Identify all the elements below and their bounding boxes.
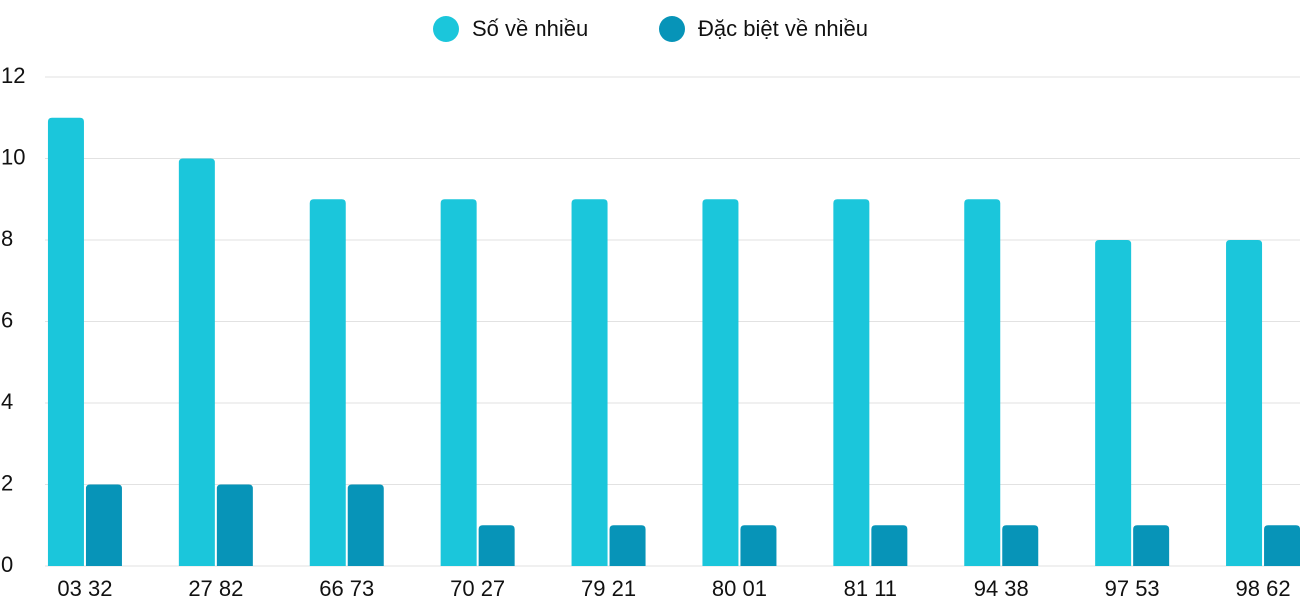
- x-tick-label: 94 38: [974, 576, 1029, 600]
- bar: [1002, 525, 1039, 566]
- bar: [1264, 525, 1300, 566]
- legend-marker: [433, 16, 459, 42]
- bar: [216, 484, 253, 566]
- bar: [833, 199, 870, 566]
- bar: [571, 199, 608, 566]
- x-tick-label: 97 53: [1105, 576, 1160, 600]
- y-tick-label: 10: [1, 144, 25, 169]
- bar: [47, 117, 84, 566]
- bar: [478, 525, 515, 566]
- bar: [609, 525, 646, 566]
- bar: [85, 484, 122, 566]
- y-tick-label: 6: [1, 307, 13, 332]
- x-tick-label: 03 32: [57, 576, 112, 600]
- bar: [1133, 525, 1170, 566]
- y-tick-label: 8: [1, 226, 13, 251]
- bar: [740, 525, 777, 566]
- bar: [178, 158, 215, 566]
- bar: [347, 484, 384, 566]
- y-tick-label: 2: [1, 470, 13, 495]
- bar: [871, 525, 908, 566]
- x-tick-label: 98 62: [1236, 576, 1291, 600]
- y-tick-label: 0: [1, 552, 13, 577]
- bar: [1226, 240, 1263, 566]
- legend-label: Số về nhiều: [472, 16, 588, 41]
- x-tick-label: 79 21: [581, 576, 636, 600]
- bar: [702, 199, 739, 566]
- legend-label: Đặc biệt về nhiều: [698, 16, 868, 41]
- bar: [1095, 240, 1132, 566]
- bar: [309, 199, 346, 566]
- bar: [440, 199, 477, 566]
- bar: [964, 199, 1001, 566]
- x-tick-label: 70 27: [450, 576, 505, 600]
- y-tick-label: 4: [1, 389, 13, 414]
- x-tick-label: 81 11: [844, 576, 897, 600]
- x-tick-label: 80 01: [712, 576, 767, 600]
- x-tick-label: 66 73: [319, 576, 374, 600]
- x-tick-label: 27 82: [188, 576, 243, 600]
- legend-marker: [659, 16, 685, 42]
- y-tick-label: 12: [1, 63, 25, 88]
